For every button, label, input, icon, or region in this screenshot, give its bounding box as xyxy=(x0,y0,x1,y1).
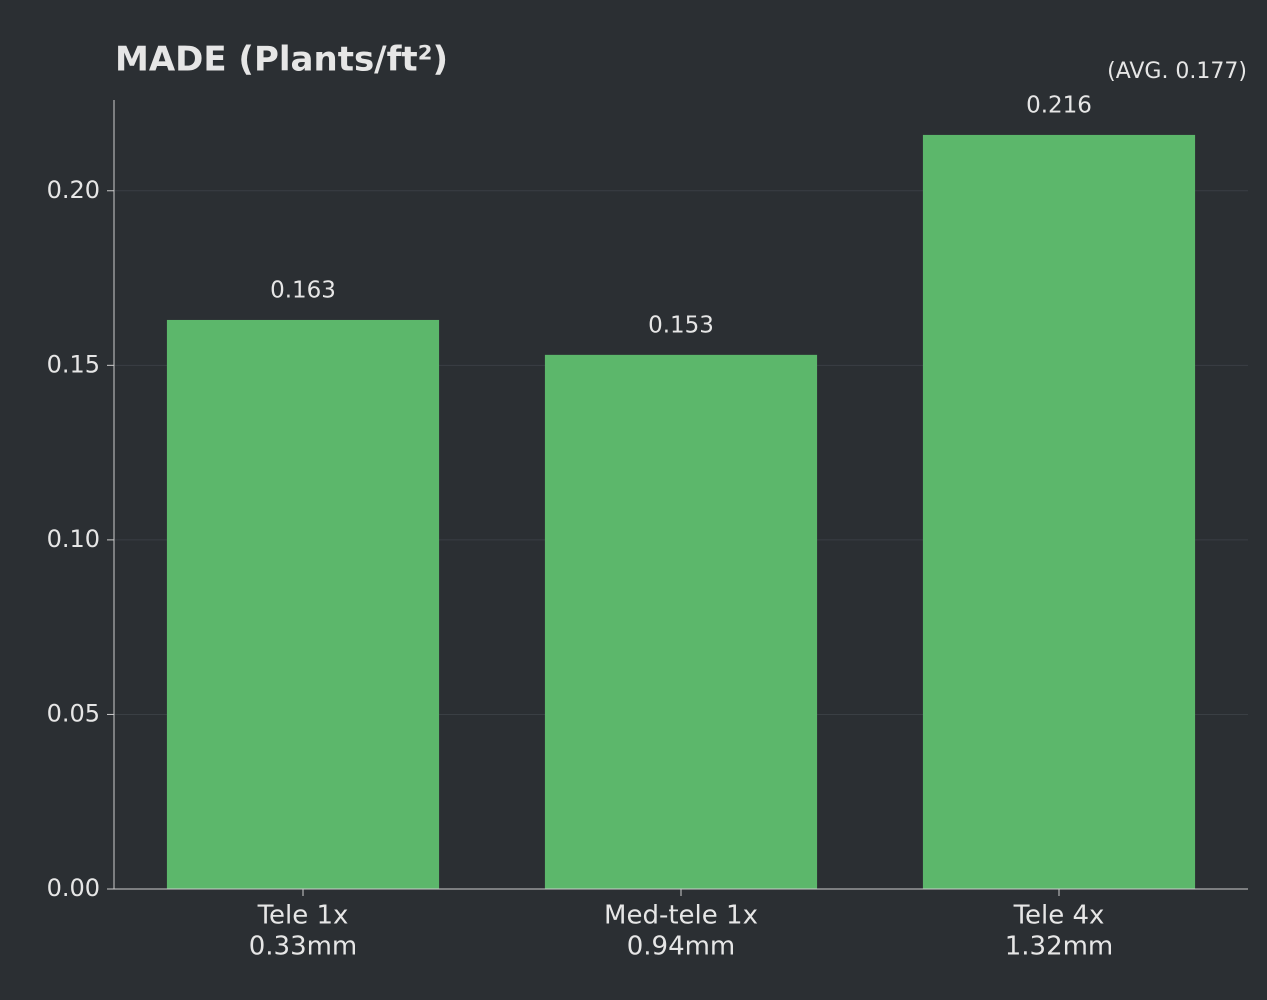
bar xyxy=(922,134,1196,889)
y-tick-label: 0.20 xyxy=(47,176,100,204)
y-tick-label: 0.05 xyxy=(47,699,100,727)
y-tick-label: 0.10 xyxy=(47,525,100,553)
x-tick-label: Tele 4x xyxy=(1013,901,1105,931)
x-tick-label: Med-tele 1x xyxy=(604,901,758,931)
value-label: 0.216 xyxy=(1026,92,1092,118)
chart-subtitle: (AVG. 0.177) xyxy=(1107,59,1247,84)
x-tick-label: 0.33mm xyxy=(249,932,358,962)
value-label: 0.163 xyxy=(270,277,336,303)
y-tick-label: 0.15 xyxy=(47,350,100,378)
chart-title: MADE (Plants/ft²) xyxy=(115,40,448,80)
bar xyxy=(544,354,818,889)
x-tick-label: 0.94mm xyxy=(627,932,736,962)
value-label: 0.153 xyxy=(648,312,714,338)
bar xyxy=(166,319,440,889)
x-tick-label: Tele 1x xyxy=(257,901,349,931)
y-tick-label: 0.00 xyxy=(47,874,100,902)
x-tick-label: 1.32mm xyxy=(1005,932,1114,962)
